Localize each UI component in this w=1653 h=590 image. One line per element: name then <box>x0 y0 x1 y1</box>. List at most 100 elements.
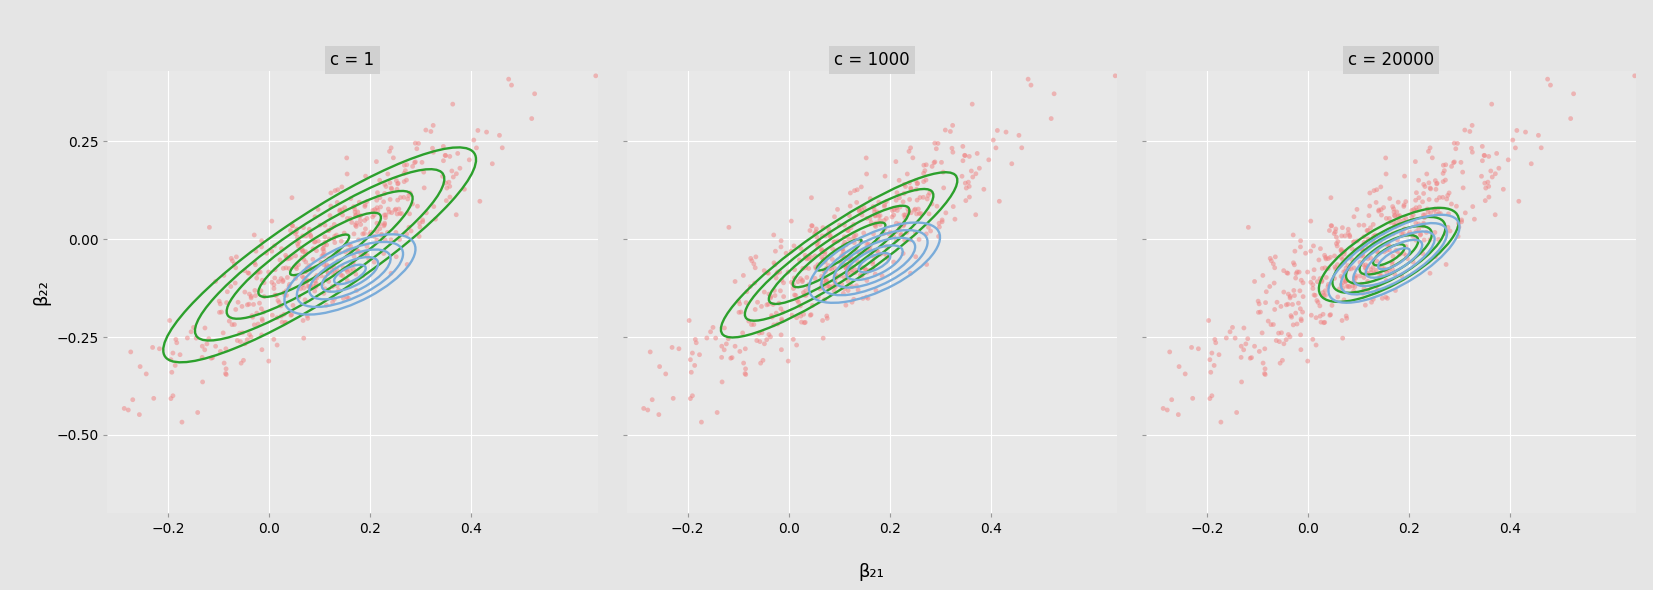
Point <box>653 369 679 379</box>
Point <box>1417 268 1443 278</box>
Point <box>817 231 843 240</box>
Point <box>1526 130 1552 140</box>
Point <box>296 224 322 234</box>
Point <box>881 231 907 241</box>
Point <box>1483 169 1509 179</box>
Point <box>1369 211 1395 220</box>
Point <box>312 300 339 310</box>
Point <box>1527 143 1554 152</box>
Point <box>838 268 865 277</box>
Point <box>352 202 379 211</box>
Point <box>1301 241 1327 251</box>
Point <box>298 232 324 241</box>
Point <box>1185 344 1212 353</box>
Point <box>407 218 433 228</box>
Point <box>319 253 345 263</box>
Point <box>342 211 369 221</box>
Point <box>1303 291 1329 300</box>
Point <box>1179 343 1205 352</box>
Point <box>866 216 893 225</box>
Point <box>823 271 850 280</box>
Point <box>802 229 828 238</box>
Point <box>1403 218 1430 228</box>
Point <box>296 281 322 291</box>
Point <box>342 204 369 214</box>
Point <box>1279 300 1306 309</box>
Point <box>1304 277 1331 286</box>
Point <box>813 267 840 276</box>
Point <box>1382 211 1408 221</box>
Point <box>965 163 992 173</box>
Point <box>822 282 848 291</box>
Point <box>841 238 868 247</box>
Point <box>770 292 797 301</box>
Point <box>278 253 304 262</box>
Point <box>754 268 780 277</box>
Point <box>975 155 1002 165</box>
Point <box>251 292 278 301</box>
Point <box>817 264 843 274</box>
Point <box>820 255 846 264</box>
Point <box>1312 253 1339 262</box>
Point <box>813 277 840 286</box>
Point <box>888 230 914 240</box>
Point <box>1332 231 1359 241</box>
Point <box>813 277 840 286</box>
Point <box>903 252 929 261</box>
Point <box>1256 282 1283 291</box>
Point <box>294 281 321 291</box>
Point <box>1278 311 1304 320</box>
Point <box>802 274 828 283</box>
Point <box>727 347 754 356</box>
Point <box>1266 337 1293 346</box>
Point <box>952 196 979 205</box>
Point <box>248 304 274 313</box>
Point <box>235 335 261 345</box>
Point <box>722 342 749 351</box>
Point <box>686 350 712 359</box>
Point <box>646 410 673 419</box>
Point <box>916 222 942 232</box>
Point <box>929 217 955 227</box>
Point <box>866 211 893 220</box>
Point <box>360 210 387 219</box>
Point <box>851 264 878 274</box>
Point <box>222 320 248 329</box>
Point <box>258 247 284 256</box>
Point <box>1436 227 1463 236</box>
Point <box>871 224 898 234</box>
Point <box>273 291 299 300</box>
Point <box>843 230 869 240</box>
Point <box>1208 417 1235 427</box>
Point <box>179 327 205 336</box>
Point <box>286 260 312 270</box>
Point <box>891 220 917 230</box>
Point <box>1367 270 1393 280</box>
Point <box>911 160 937 170</box>
Point <box>208 307 235 317</box>
Point <box>860 251 886 261</box>
Point <box>289 245 316 255</box>
Point <box>383 176 410 185</box>
Point <box>1260 320 1286 329</box>
Point <box>1288 314 1314 324</box>
Point <box>392 160 418 170</box>
Point <box>836 201 863 211</box>
Point <box>848 237 874 246</box>
Point <box>1427 209 1453 218</box>
Point <box>157 394 183 404</box>
Point <box>1392 197 1418 206</box>
Point <box>395 194 422 204</box>
Point <box>433 178 460 188</box>
Point <box>1354 277 1380 286</box>
Point <box>1410 210 1436 219</box>
Point <box>367 219 393 229</box>
Point <box>390 192 417 202</box>
Point <box>774 248 800 258</box>
Point <box>298 264 324 274</box>
Point <box>1317 310 1344 319</box>
Point <box>372 189 398 198</box>
Point <box>364 227 390 237</box>
Point <box>1303 313 1329 322</box>
Point <box>266 255 293 265</box>
